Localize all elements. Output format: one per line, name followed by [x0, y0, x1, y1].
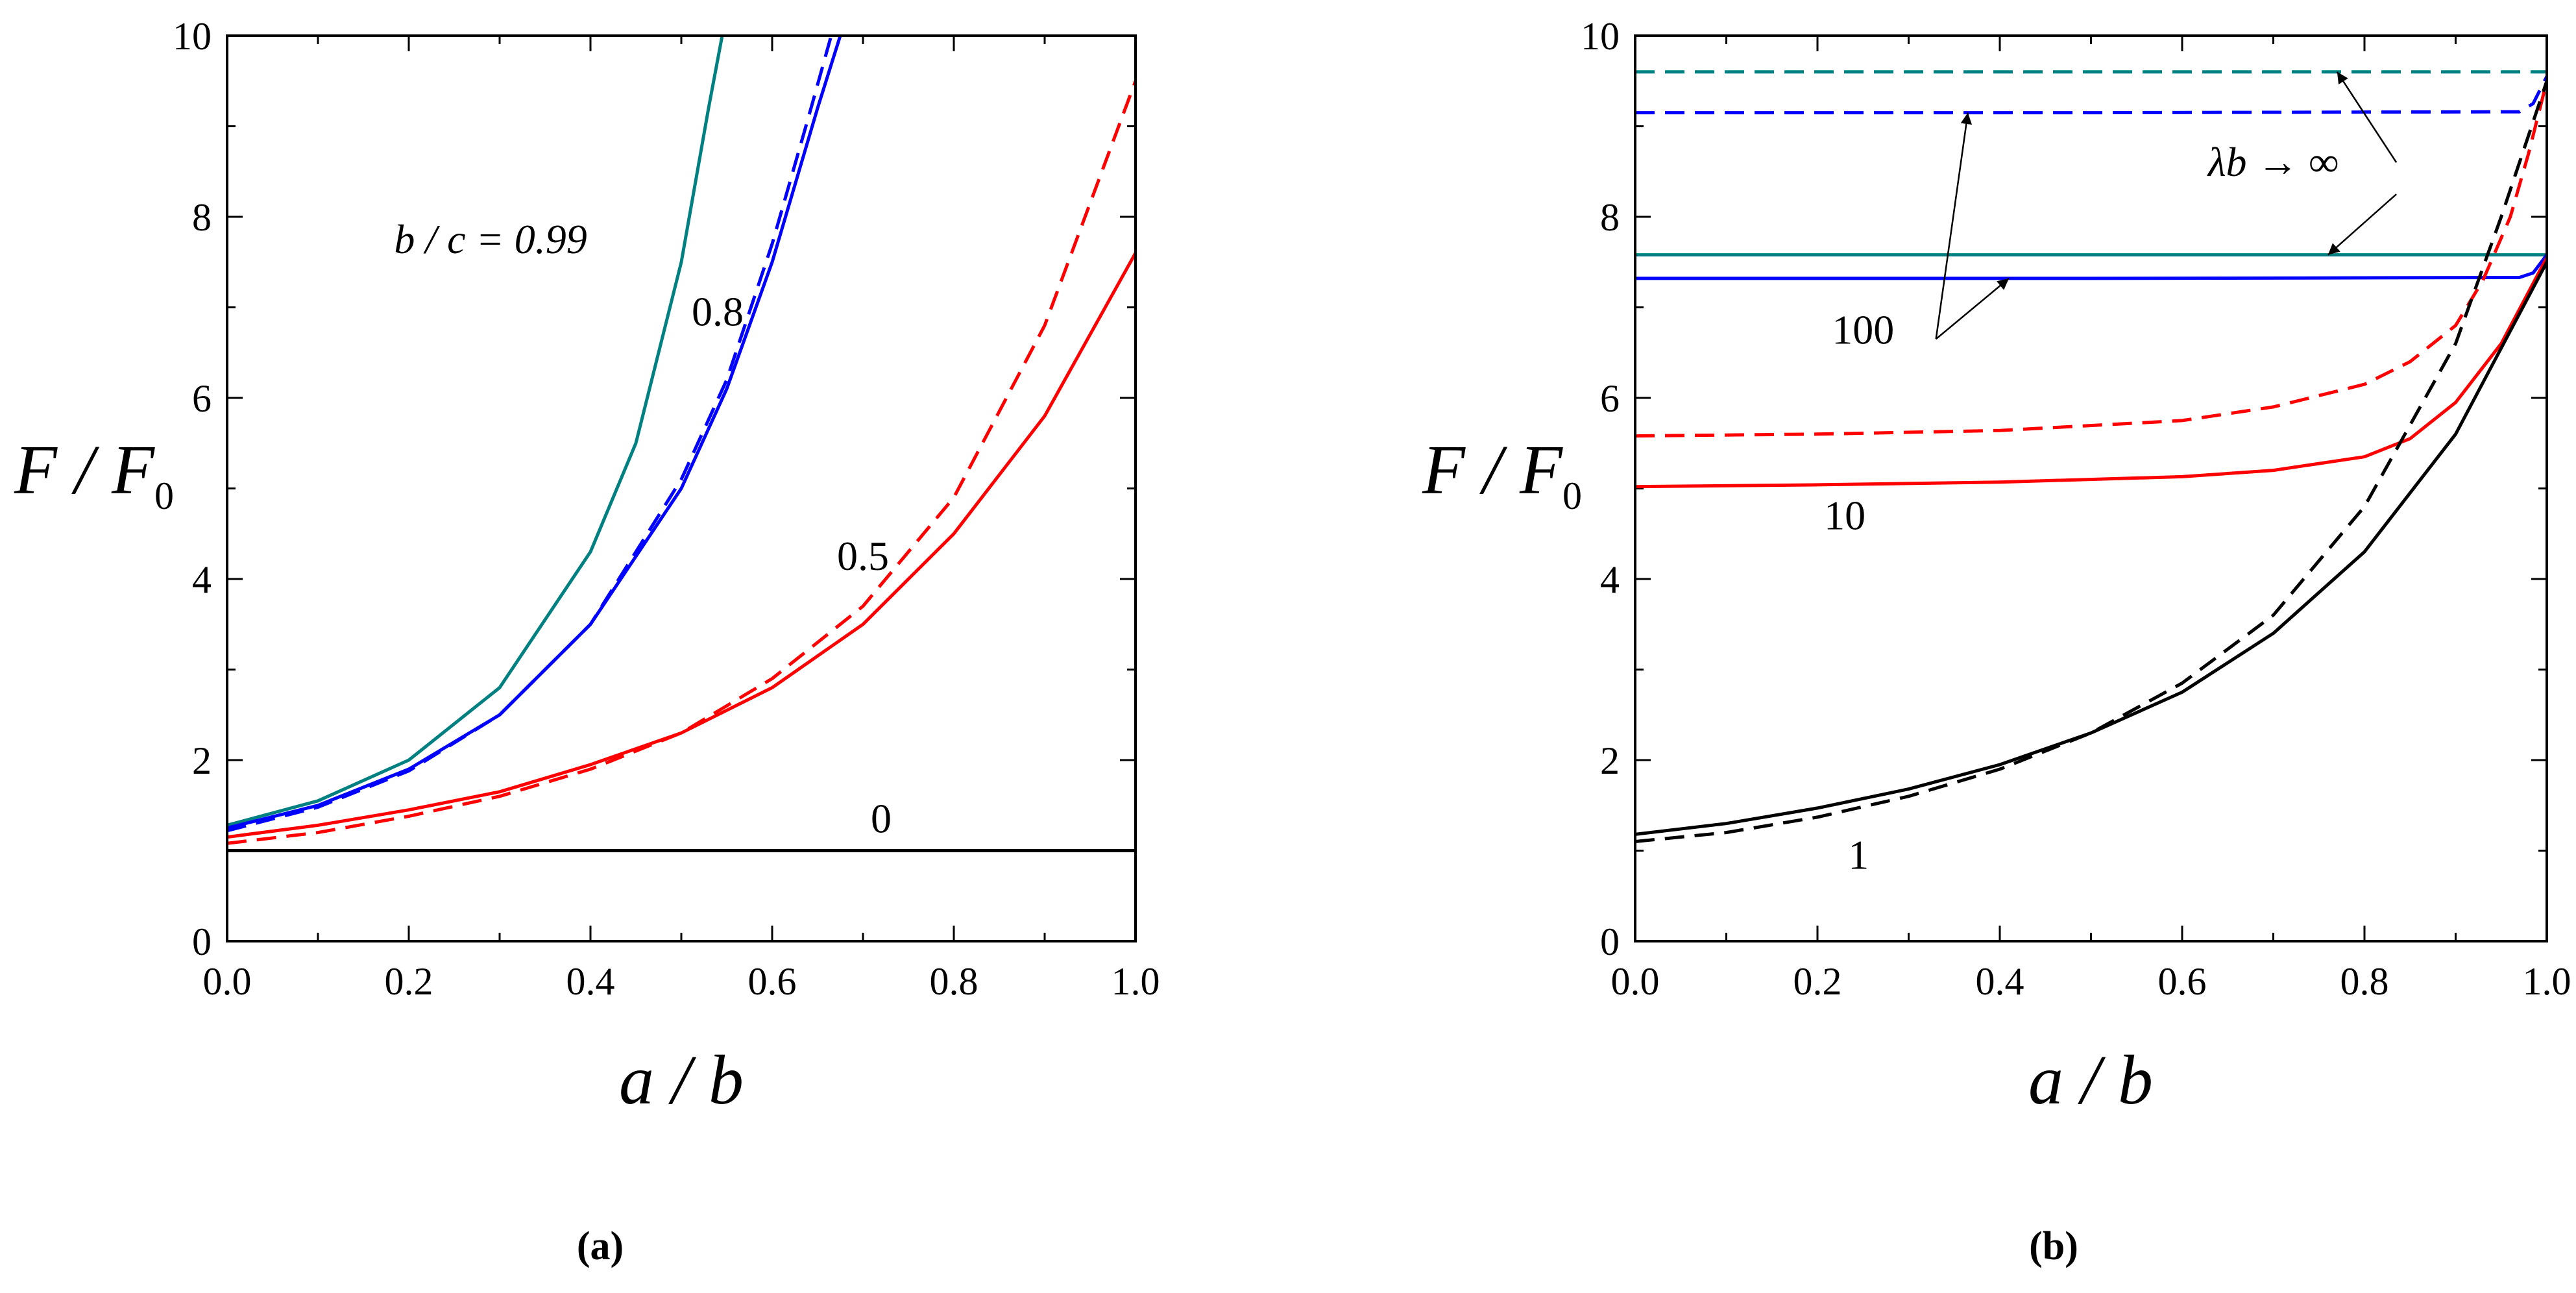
x-axis-label: a / b: [2028, 1042, 2153, 1119]
annotation-label: 1: [1848, 831, 1869, 878]
x-tick-label: 0.8: [930, 960, 978, 1003]
panel-label: (a): [577, 1224, 624, 1268]
y-tick-label: 4: [1600, 558, 1620, 601]
series-line: [1635, 80, 2547, 438]
x-tick-label: 0.6: [2158, 960, 2207, 1003]
y-tick-label: 8: [1600, 196, 1620, 239]
panel-a: 0.0 0.2 0.4 0.6 0.8 1.0 0 2 4 6 8 10 b / c = 0.99 0.8…: [14, 15, 1160, 1268]
annotation-label: 0.8: [692, 288, 744, 334]
x-tick-label: 1.0: [1112, 960, 1160, 1003]
y-tick-label: 2: [192, 739, 212, 782]
series-line: [227, 80, 1136, 845]
y-tick-label: 8: [192, 196, 212, 239]
y-tick-label: 4: [192, 558, 212, 601]
annotation-label: λb → ∞: [2207, 139, 2339, 185]
panel-label: (b): [2029, 1224, 2078, 1268]
y-axis-label-subscript: 0: [1562, 474, 1582, 517]
y-tick-label: 10: [173, 15, 212, 58]
y-tick-label: 0: [192, 920, 212, 963]
annotation-label: 100: [1832, 306, 1894, 352]
series-line: [1635, 261, 2547, 836]
annotation-arrow: [1935, 112, 1973, 339]
plot-frame: [226, 34, 1137, 942]
series-line: [1635, 256, 2547, 489]
x-tick-label: 0.8: [2340, 960, 2389, 1003]
series-line: [227, 36, 842, 830]
series-line: [1635, 80, 2547, 843]
x-tick-label: 0.0: [203, 960, 252, 1003]
panel-b: 0.0 0.2 0.4 0.6 0.8 1.0 0 2 4 6 8 10 λb → ∞ 100 10 1 a /…: [1422, 15, 2571, 1268]
annotation-arrow: [2336, 71, 2398, 163]
y-tick-label: 6: [192, 377, 212, 420]
y-tick-label: 6: [1600, 377, 1620, 420]
y-axis-label: F / F0: [14, 432, 174, 517]
series-line: [227, 36, 724, 827]
annotation-arrow: [1935, 277, 2010, 340]
y-tick-label: 2: [1600, 739, 1620, 782]
x-axis-label: a / b: [619, 1042, 744, 1119]
y-axis-label: F / F0: [1422, 432, 1582, 517]
x-tick-label: 0.6: [748, 960, 797, 1003]
series-line: [227, 36, 833, 833]
x-tick-label: 0.4: [566, 960, 615, 1003]
annotation-label: b / c = 0.99: [394, 216, 587, 262]
x-tick-label: 0.2: [1793, 960, 1842, 1003]
annotation-arrow: [2327, 193, 2398, 256]
x-tick-label: 1.0: [2523, 960, 2571, 1003]
y-tick-label: 10: [1581, 15, 1620, 58]
series-line: [1635, 254, 2547, 280]
x-tick-label: 0.4: [1976, 960, 2024, 1003]
annotation-label: 0: [871, 796, 892, 842]
x-tick-label: 0.0: [1611, 960, 1660, 1003]
x-tick-label: 0.2: [385, 960, 433, 1003]
series-line: [227, 252, 1136, 839]
series-line: [1635, 75, 2547, 115]
annotation-label: 10: [1824, 492, 1865, 538]
y-tick-label: 0: [1600, 920, 1620, 963]
annotation-label: 0.5: [837, 533, 889, 579]
y-axis-label-subscript: 0: [154, 474, 174, 517]
plot-frame: [1634, 34, 2548, 942]
